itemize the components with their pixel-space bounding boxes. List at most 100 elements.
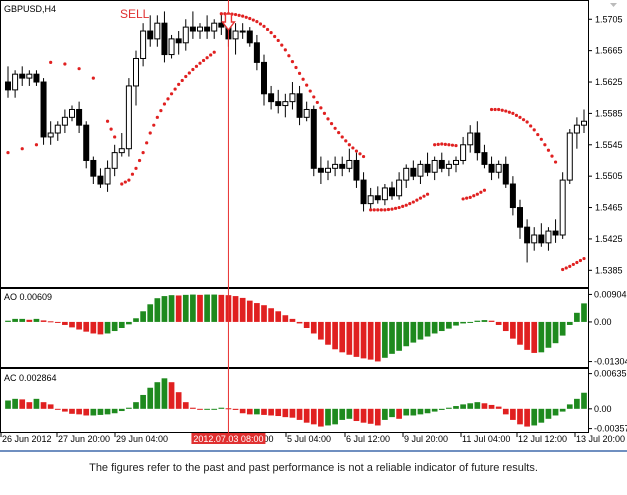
candle-body: [424, 163, 431, 173]
sar-dot: [109, 127, 113, 131]
sar-dot: [244, 15, 248, 19]
sar-dot: [152, 123, 156, 127]
candle-body: [47, 132, 54, 138]
candle-body: [346, 159, 353, 169]
ac-bar: [12, 398, 18, 409]
candle-body: [54, 124, 61, 134]
price-tick-label: 1.5465: [595, 203, 623, 213]
sar-dot: [493, 107, 497, 112]
ao-panel[interactable]: AO 0.00609 0.00904 0.00 -0.01304: [0, 288, 627, 368]
ao-bar: [147, 304, 154, 322]
ac-bar: [90, 408, 97, 416]
sar-dot: [241, 14, 245, 18]
ac-bar: [574, 398, 580, 409]
sar-dot: [546, 148, 551, 152]
sar-dot: [390, 207, 394, 211]
sar-dot: [145, 141, 149, 145]
sar-dot: [141, 151, 145, 155]
ac-bar: [140, 394, 146, 409]
ac-panel[interactable]: AC 0.002864 0.006351 0.00 -0.00357: [0, 368, 627, 434]
sar-dot: [148, 131, 152, 135]
ac-bar: [239, 408, 246, 414]
collapse-arrow-icon[interactable]: [610, 3, 617, 7]
candle-body: [481, 152, 488, 165]
ao-bar: [175, 295, 182, 322]
time-tick-label: 5 Jul 04:00: [287, 434, 331, 444]
sar-dot: [49, 60, 53, 65]
sar-dot: [269, 30, 273, 35]
sar-dot: [297, 71, 302, 75]
sar-dot: [379, 208, 383, 212]
ao-bar: [438, 321, 445, 332]
ac-bar: [303, 408, 310, 423]
sell-label: SELL: [120, 7, 150, 21]
ao-bar: [545, 321, 552, 348]
sar-dot: [347, 143, 351, 147]
ac-bar: [446, 407, 452, 409]
sar-dot: [265, 27, 270, 32]
sar-dot: [386, 207, 391, 212]
ao-bar: [19, 318, 26, 322]
ao-bar: [325, 321, 331, 345]
candle-body: [367, 195, 374, 205]
ac-bar: [19, 399, 26, 409]
sar-dot: [173, 87, 177, 91]
candle-body: [69, 108, 75, 118]
sar-dot: [91, 76, 95, 80]
sar-dot: [169, 92, 174, 96]
sar-dot: [511, 111, 515, 116]
ao-bar: [424, 321, 431, 337]
sar-dot: [482, 188, 487, 192]
candle-body: [218, 22, 225, 28]
ao-bar: [154, 298, 161, 322]
candle-body: [19, 73, 26, 79]
candle-body: [566, 132, 573, 181]
candle-body: [111, 152, 118, 169]
ao-bar: [261, 305, 267, 322]
ac-bar: [83, 408, 90, 416]
ac-histogram: [5, 378, 587, 427]
trading-chart[interactable]: GBPUSD,H4 SELL 1.57051.56651.56251.55851…: [0, 0, 627, 450]
sar-dot: [305, 83, 309, 87]
sar-dot: [472, 194, 476, 198]
sar-dot: [393, 206, 398, 210]
main-price-panel[interactable]: GBPUSD,H4 SELL 1.57051.56651.56251.55851…: [0, 0, 623, 288]
candle-body: [40, 81, 47, 138]
ac-bar: [502, 408, 509, 415]
ao-bar: [332, 321, 338, 350]
candle-body: [381, 187, 388, 201]
sar-dot: [294, 65, 298, 70]
sar-dot: [507, 110, 511, 114]
ac-bar: [325, 408, 331, 426]
ao-bar: [182, 294, 189, 322]
price-axis: 1.5705 1.5665 1.5625 1.5585 1.5545 1.5505 1.54…: [588, 14, 623, 275]
candle-body: [26, 73, 33, 79]
ac-bar: [318, 408, 324, 427]
sar-dot: [500, 108, 504, 112]
ac-bar: [118, 408, 125, 412]
sar-dot: [351, 146, 355, 150]
ac-bar: [517, 408, 523, 425]
ao-bar: [5, 320, 11, 322]
ao-bar: [275, 311, 282, 322]
price-tick-label: 1.5505: [595, 171, 623, 181]
sar-dot: [383, 208, 387, 212]
ac-bar: [367, 408, 374, 424]
candle-body: [325, 167, 331, 173]
sar-dot: [443, 142, 447, 146]
ao-bar: [268, 308, 274, 322]
sar-dot: [255, 20, 259, 24]
candle-body: [147, 30, 154, 40]
ao-bar: [161, 296, 168, 322]
sar-dot: [422, 194, 426, 198]
candle-body: [253, 42, 260, 63]
ao-bar: [467, 321, 474, 323]
sar-dot: [315, 100, 319, 105]
candle-body: [552, 230, 559, 236]
ao-bar: [389, 321, 395, 354]
sar-dot: [276, 38, 280, 43]
sar-dot: [514, 113, 519, 117]
candle-body: [545, 230, 552, 244]
ac-bar: [261, 408, 267, 415]
sar-dot: [536, 132, 540, 137]
